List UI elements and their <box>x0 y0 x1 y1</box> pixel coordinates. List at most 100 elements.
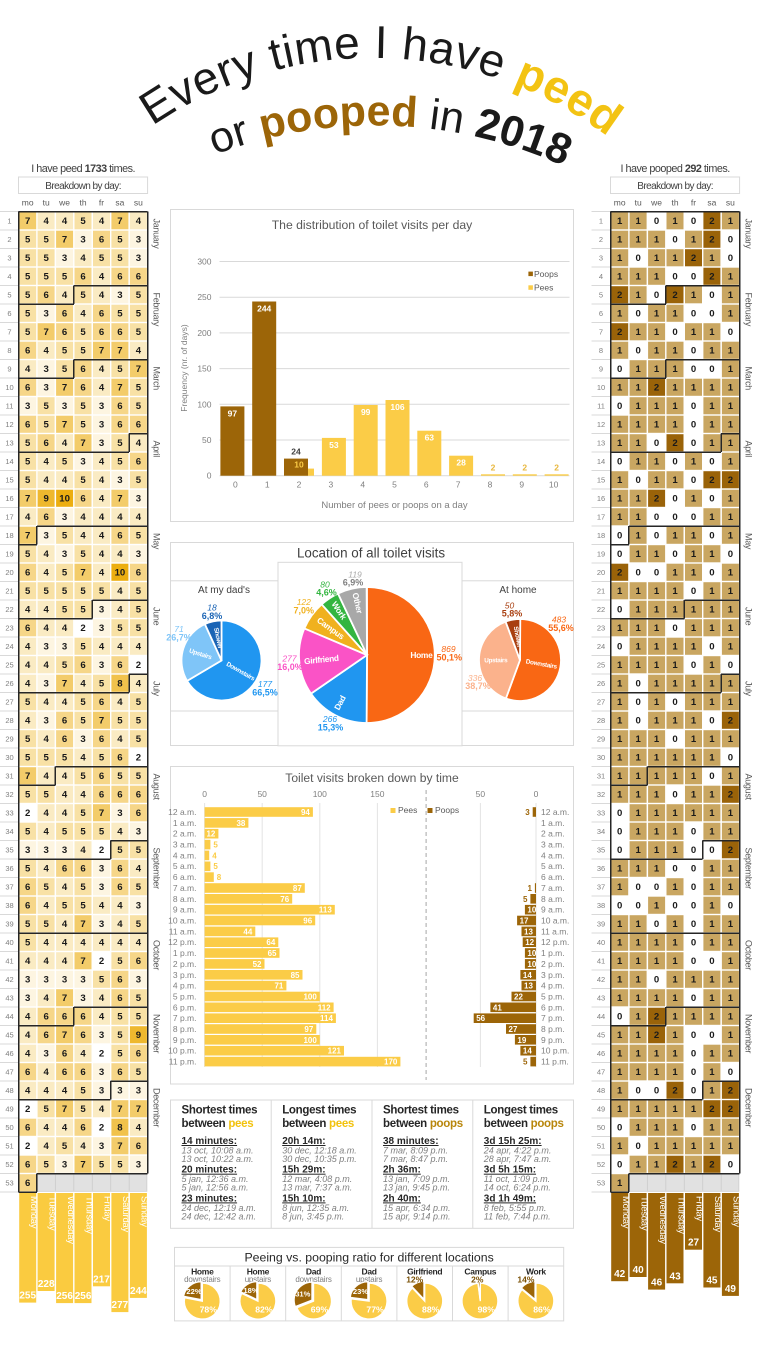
svg-text:0: 0 <box>709 494 714 505</box>
svg-text:6: 6 <box>62 327 67 338</box>
svg-text:6 p.m.: 6 p.m. <box>541 1002 565 1012</box>
svg-text:1: 1 <box>728 642 734 653</box>
svg-text:49: 49 <box>5 1104 13 1113</box>
svg-text:3d 1h 49m:: 3d 1h 49m: <box>484 1193 536 1204</box>
svg-text:6: 6 <box>62 1067 67 1078</box>
svg-text:1: 1 <box>654 993 660 1004</box>
svg-text:1: 1 <box>672 938 678 949</box>
svg-text:41: 41 <box>493 1003 502 1012</box>
svg-text:23 minutes:: 23 minutes: <box>182 1193 238 1204</box>
svg-text:4: 4 <box>80 253 86 264</box>
svg-text:13 jan, 9:45 p.m.: 13 jan, 9:45 p.m. <box>383 1183 450 1193</box>
svg-text:th: th <box>80 198 87 208</box>
svg-text:1: 1 <box>636 660 642 671</box>
svg-text:16,0%: 16,0% <box>277 662 303 672</box>
svg-text:1: 1 <box>636 623 642 634</box>
svg-text:3: 3 <box>99 623 104 634</box>
svg-text:3: 3 <box>99 919 104 930</box>
svg-text:1: 1 <box>728 605 734 616</box>
svg-text:0: 0 <box>709 309 714 320</box>
svg-text:1: 1 <box>709 253 715 264</box>
svg-text:27: 27 <box>688 1238 700 1249</box>
svg-text:5: 5 <box>44 586 50 597</box>
svg-text:6: 6 <box>44 1030 49 1041</box>
svg-text:4: 4 <box>62 771 68 782</box>
svg-text:4: 4 <box>44 901 50 912</box>
svg-text:22: 22 <box>514 993 523 1002</box>
svg-text:1: 1 <box>728 623 734 634</box>
svg-text:6: 6 <box>136 1141 141 1152</box>
svg-text:4: 4 <box>99 549 105 560</box>
svg-text:Campus: Campus <box>464 1267 496 1277</box>
svg-text:0: 0 <box>672 697 677 708</box>
svg-text:Home: Home <box>410 650 433 660</box>
svg-text:6: 6 <box>25 1067 30 1078</box>
svg-text:6: 6 <box>80 272 85 283</box>
svg-text:4: 4 <box>44 1067 50 1078</box>
svg-text:1: 1 <box>672 475 678 486</box>
svg-text:5: 5 <box>44 420 50 431</box>
svg-text:1: 1 <box>691 679 697 690</box>
svg-text:Location of all toilet visits: Location of all toilet visits <box>297 546 445 561</box>
svg-text:4: 4 <box>44 549 50 560</box>
svg-text:Girlfriend: Girlfriend <box>304 653 340 666</box>
svg-text:2: 2 <box>672 290 677 301</box>
svg-text:77%: 77% <box>366 1305 384 1315</box>
svg-text:6: 6 <box>136 420 141 431</box>
svg-text:1: 1 <box>672 1049 678 1060</box>
svg-text:11 a.m.: 11 a.m. <box>169 926 197 936</box>
svg-text:1: 1 <box>617 512 623 523</box>
svg-text:5: 5 <box>25 253 31 264</box>
svg-text:11 feb, 7:44 p.m.: 11 feb, 7:44 p.m. <box>484 1211 551 1221</box>
svg-text:1: 1 <box>636 1012 642 1023</box>
svg-text:1: 1 <box>654 956 660 967</box>
svg-text:1: 1 <box>617 475 623 486</box>
svg-text:1: 1 <box>617 956 623 967</box>
svg-text:5: 5 <box>117 1012 123 1023</box>
svg-text:97: 97 <box>228 408 238 418</box>
svg-text:4: 4 <box>44 864 50 875</box>
svg-text:0: 0 <box>691 1123 696 1134</box>
svg-text:1: 1 <box>691 327 697 338</box>
svg-text:March: March <box>744 367 754 391</box>
svg-text:1: 1 <box>691 1160 697 1171</box>
svg-text:8: 8 <box>599 346 603 355</box>
svg-text:53: 53 <box>5 1178 13 1187</box>
svg-text:7: 7 <box>62 420 67 431</box>
svg-text:2: 2 <box>709 1104 714 1115</box>
svg-text:6: 6 <box>25 383 30 394</box>
svg-text:1: 1 <box>617 1178 623 1189</box>
svg-text:1: 1 <box>672 1123 678 1134</box>
svg-text:8 feb, 5:55 p.m.: 8 feb, 5:55 p.m. <box>484 1203 547 1213</box>
svg-text:4: 4 <box>44 605 50 616</box>
svg-text:38: 38 <box>597 901 605 910</box>
svg-text:14: 14 <box>523 1047 532 1056</box>
svg-text:1: 1 <box>654 327 660 338</box>
svg-text:2: 2 <box>728 1104 733 1115</box>
svg-text:Frequency (nr. of days): Frequency (nr. of days) <box>179 324 189 412</box>
svg-text:3: 3 <box>62 642 67 653</box>
svg-text:3 a.m.: 3 a.m. <box>541 840 565 850</box>
svg-text:24: 24 <box>291 447 301 457</box>
svg-text:between pees: between pees <box>182 1118 254 1130</box>
svg-text:0: 0 <box>691 956 696 967</box>
svg-text:Monday: Monday <box>620 1196 631 1229</box>
svg-text:1: 1 <box>636 1160 642 1171</box>
svg-text:November: November <box>152 1014 162 1053</box>
svg-text:9: 9 <box>519 480 524 490</box>
svg-text:0: 0 <box>636 568 641 579</box>
svg-text:4: 4 <box>117 642 123 653</box>
svg-text:5: 5 <box>599 290 603 299</box>
svg-text:5: 5 <box>62 901 68 912</box>
svg-text:244: 244 <box>257 304 271 314</box>
svg-text:1: 1 <box>728 568 734 579</box>
svg-text:1: 1 <box>672 808 678 819</box>
svg-text:15 apr, 6:34 p.m.: 15 apr, 6:34 p.m. <box>383 1203 451 1213</box>
svg-text:9 a.m.: 9 a.m. <box>173 905 197 915</box>
svg-text:3: 3 <box>99 420 104 431</box>
svg-text:2: 2 <box>554 462 559 472</box>
svg-text:25: 25 <box>597 660 605 669</box>
svg-text:9: 9 <box>136 1030 141 1041</box>
svg-text:18: 18 <box>597 531 605 540</box>
svg-text:6: 6 <box>136 956 141 967</box>
